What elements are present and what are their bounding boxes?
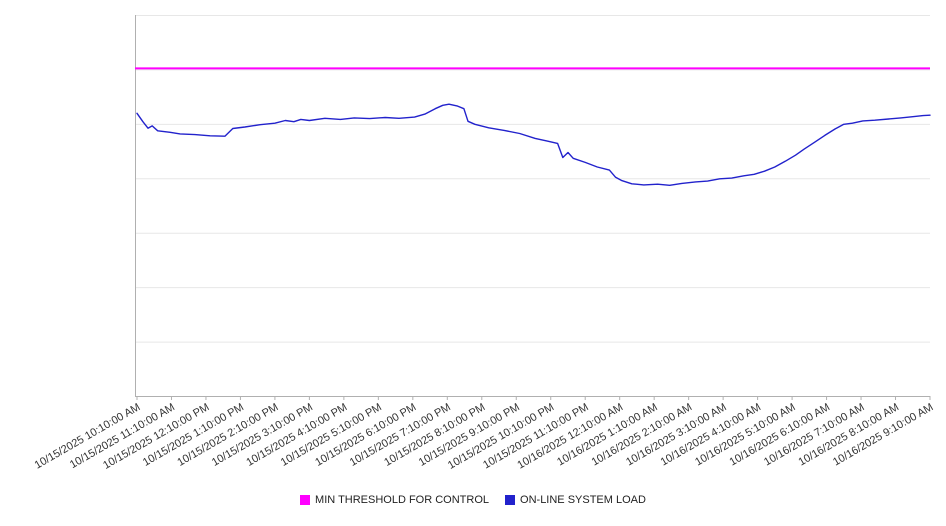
chart-legend: MIN THRESHOLD FOR CONTROL ON-LINE SYSTEM… xyxy=(0,494,946,506)
min-threshold-legend-label: MIN THRESHOLD FOR CONTROL xyxy=(315,494,490,506)
system-load-swatch-icon xyxy=(505,495,516,505)
system-load-legend-label: ON-LINE SYSTEM LOAD xyxy=(520,494,646,506)
legend-item-system-load[interactable]: ON-LINE SYSTEM LOAD xyxy=(505,494,646,506)
legend-item-min-threshold[interactable]: MIN THRESHOLD FOR CONTROL xyxy=(300,494,489,506)
min-threshold-swatch-icon xyxy=(300,495,311,505)
system-load-line xyxy=(136,103,931,187)
